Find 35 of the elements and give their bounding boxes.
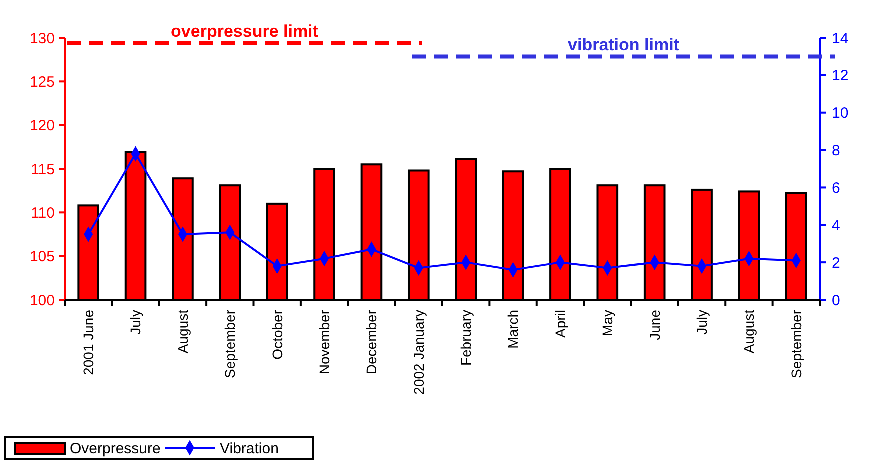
x-tick-label: February: [458, 310, 474, 366]
y2-tick-label: 8: [832, 142, 840, 160]
y2-tick-label: 10: [832, 105, 849, 122]
x-tick-label: September: [222, 310, 238, 378]
x-tick-label: December: [364, 310, 380, 375]
x-tick-label: September: [788, 310, 804, 378]
legend-label: Vibration: [220, 440, 279, 458]
y-tick-label: 125: [30, 74, 55, 91]
x-tick-label: 2001 June: [80, 310, 96, 376]
x-tick-label: August: [174, 310, 191, 354]
y-tick-label: 115: [31, 161, 55, 178]
x-tick-label: 2002 January: [410, 310, 427, 395]
legend-label: Overpressure: [70, 440, 161, 458]
y2-tick-label: 4: [832, 217, 840, 234]
y-tick-label: 130: [30, 30, 55, 48]
y-tick-label: 110: [31, 204, 55, 222]
x-tick-label: November: [316, 310, 332, 375]
y-tick-label: 105: [30, 248, 55, 266]
x-tick-label: March: [505, 310, 522, 349]
x-tick-label: October: [269, 310, 286, 360]
y2-tick-label: 2: [832, 254, 840, 272]
y-tick-label: 120: [30, 118, 55, 135]
x-tick-label: April: [552, 310, 568, 338]
x-tick-label: July: [128, 310, 144, 335]
x-tick-label: May: [600, 310, 616, 336]
ref-line-label: vibration limit: [568, 36, 680, 55]
y2-tick-label: 6: [832, 180, 840, 197]
ref-line-label: overpressure limit: [171, 22, 319, 42]
y2-tick-label: 14: [832, 30, 849, 48]
x-tick-label: August: [741, 310, 758, 354]
y-tick-label: 100: [30, 292, 55, 310]
y2-tick-label: 0: [832, 292, 840, 310]
x-tick-label: June: [646, 310, 663, 340]
y2-tick-label: 12: [832, 68, 849, 85]
x-tick-label: July: [694, 310, 710, 335]
